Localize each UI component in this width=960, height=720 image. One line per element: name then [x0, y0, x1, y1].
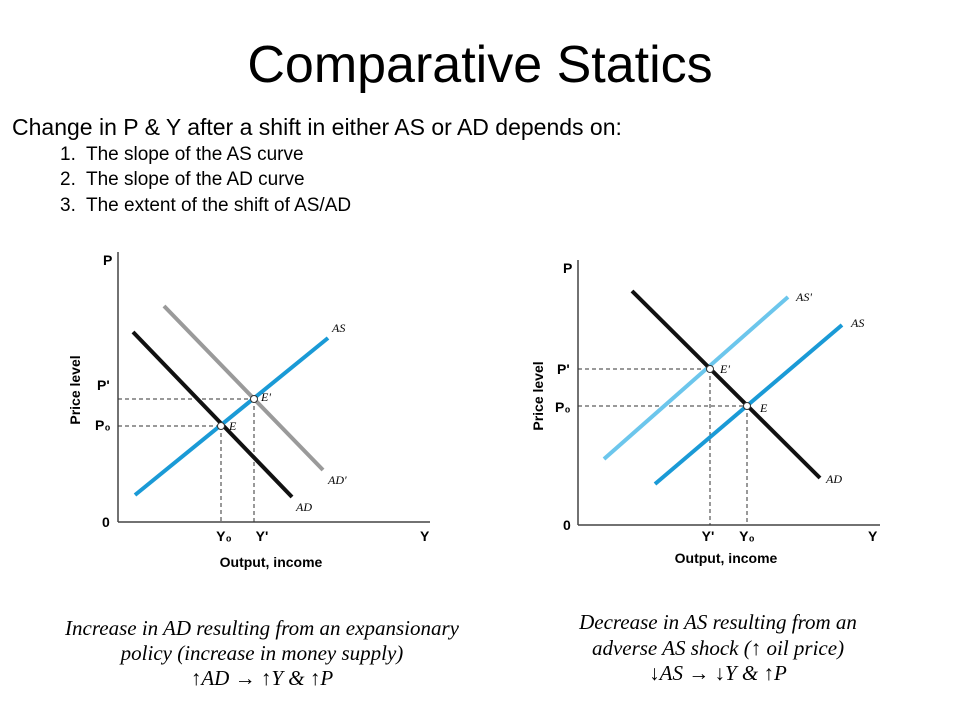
curve-label: AS — [850, 316, 864, 330]
point — [250, 395, 258, 403]
curve-label: AD — [295, 500, 312, 514]
point-label: E — [228, 419, 237, 433]
point-label: E — [759, 401, 768, 415]
caption: Decrease in AS resulting from an — [578, 610, 857, 634]
axis-title: Price level — [530, 361, 546, 430]
p-label: P₀ — [95, 417, 111, 433]
list-item: The slope of the AS curve — [86, 144, 304, 165]
y-label: Y₀ — [739, 528, 755, 544]
list-marker: 1. — [60, 144, 76, 165]
y-label: Y' — [702, 528, 715, 544]
axis-title: Output, income — [675, 550, 778, 566]
curve — [131, 330, 294, 499]
p-label: P₀ — [555, 399, 571, 415]
p-label: P' — [97, 377, 110, 393]
point — [743, 402, 751, 410]
curve-label: AS' — [795, 290, 812, 304]
curve — [133, 336, 330, 497]
curve-label: AD — [825, 472, 842, 486]
point — [706, 365, 714, 373]
axis-title: Price level — [67, 355, 83, 424]
caption: Increase in AD resulting from an expansi… — [64, 616, 460, 640]
intro: Change in P & Y after a shift in either … — [12, 114, 622, 140]
caption: ↑AD → ↑Y & ↑P — [191, 666, 334, 690]
y-label: Y₀ — [216, 528, 232, 544]
axis-label: P — [563, 260, 572, 276]
axis-label: Y — [868, 528, 878, 544]
point — [217, 422, 225, 430]
p-label: P' — [557, 361, 570, 377]
point-label: E' — [260, 390, 271, 404]
curve — [630, 289, 822, 480]
origin: 0 — [102, 514, 110, 530]
caption: adverse AS shock (↑ oil price) — [592, 636, 844, 660]
caption: ↓AS → ↓Y & ↑P — [649, 661, 787, 685]
list-marker: 3. — [60, 195, 76, 216]
caption: policy (increase in money supply) — [119, 641, 404, 665]
curve — [602, 295, 790, 461]
diagram-left: P Y 0 Price level Output, income P' P₀ Y… — [64, 252, 460, 690]
curve — [162, 304, 325, 472]
title: Comparative Statics — [247, 36, 712, 94]
list-marker: 2. — [60, 169, 76, 190]
list-item: The extent of the shift of AS/AD — [86, 195, 351, 216]
y-label: Y' — [256, 528, 269, 544]
curve-label: AS — [331, 321, 345, 335]
point-label: E' — [719, 362, 730, 376]
axis-label: P — [103, 252, 112, 268]
list-item: The slope of the AD curve — [86, 169, 305, 190]
axis-title: Output, income — [220, 554, 323, 570]
list: 1. The slope of the AS curve 2. The slop… — [60, 144, 351, 216]
diagram-right: P Y 0 Price level Output, income P' P₀ Y… — [530, 260, 880, 685]
axis-label: Y — [420, 528, 430, 544]
curve-label: AD' — [327, 473, 347, 487]
origin: 0 — [563, 517, 571, 533]
